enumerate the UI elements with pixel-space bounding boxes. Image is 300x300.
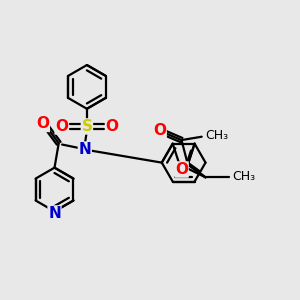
Text: O: O [36, 116, 49, 131]
Text: N: N [48, 206, 61, 221]
Text: CH₃: CH₃ [205, 129, 228, 142]
Text: O: O [106, 119, 118, 134]
Text: O: O [55, 119, 68, 134]
Text: N: N [78, 142, 91, 157]
Text: S: S [81, 119, 92, 134]
Text: CH₃: CH₃ [232, 169, 255, 183]
Text: O: O [175, 162, 188, 177]
Text: O: O [153, 123, 166, 138]
